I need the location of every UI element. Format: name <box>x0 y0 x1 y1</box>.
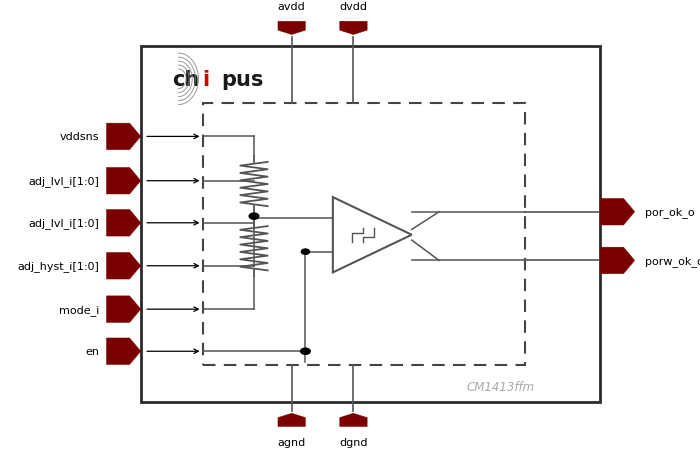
Text: CM1413ffm: CM1413ffm <box>467 380 535 393</box>
Text: dgnd: dgnd <box>340 437 368 447</box>
Circle shape <box>300 348 310 354</box>
Polygon shape <box>278 413 305 427</box>
Bar <box>141 46 601 402</box>
Polygon shape <box>106 296 141 323</box>
Polygon shape <box>340 22 368 36</box>
Circle shape <box>249 214 259 220</box>
Text: vddsns: vddsns <box>60 132 99 142</box>
Text: avdd: avdd <box>278 2 306 12</box>
Text: pus: pus <box>222 69 264 90</box>
Text: i: i <box>202 69 209 90</box>
Text: adj_lvl_i[1:0]: adj_lvl_i[1:0] <box>29 176 99 187</box>
Text: adj_lvl_i[1:0]: adj_lvl_i[1:0] <box>29 218 99 229</box>
Text: ch: ch <box>172 69 199 90</box>
Polygon shape <box>278 22 305 36</box>
Polygon shape <box>106 253 141 280</box>
Text: agnd: agnd <box>278 437 306 447</box>
Bar <box>202 104 525 365</box>
Polygon shape <box>106 338 141 365</box>
Polygon shape <box>106 124 141 150</box>
Polygon shape <box>106 168 141 194</box>
Polygon shape <box>333 198 412 273</box>
Text: adj_hyst_i[1:0]: adj_hyst_i[1:0] <box>18 261 99 272</box>
Text: por_ok_o: por_ok_o <box>645 207 694 218</box>
Text: mode_i: mode_i <box>60 304 99 315</box>
Circle shape <box>301 249 309 255</box>
Text: en: en <box>85 346 99 356</box>
Polygon shape <box>106 210 141 236</box>
Text: dvdd: dvdd <box>340 2 368 12</box>
Polygon shape <box>601 199 635 226</box>
Polygon shape <box>340 413 368 427</box>
Text: porw_ok_o: porw_ok_o <box>645 255 700 266</box>
Polygon shape <box>601 248 635 274</box>
